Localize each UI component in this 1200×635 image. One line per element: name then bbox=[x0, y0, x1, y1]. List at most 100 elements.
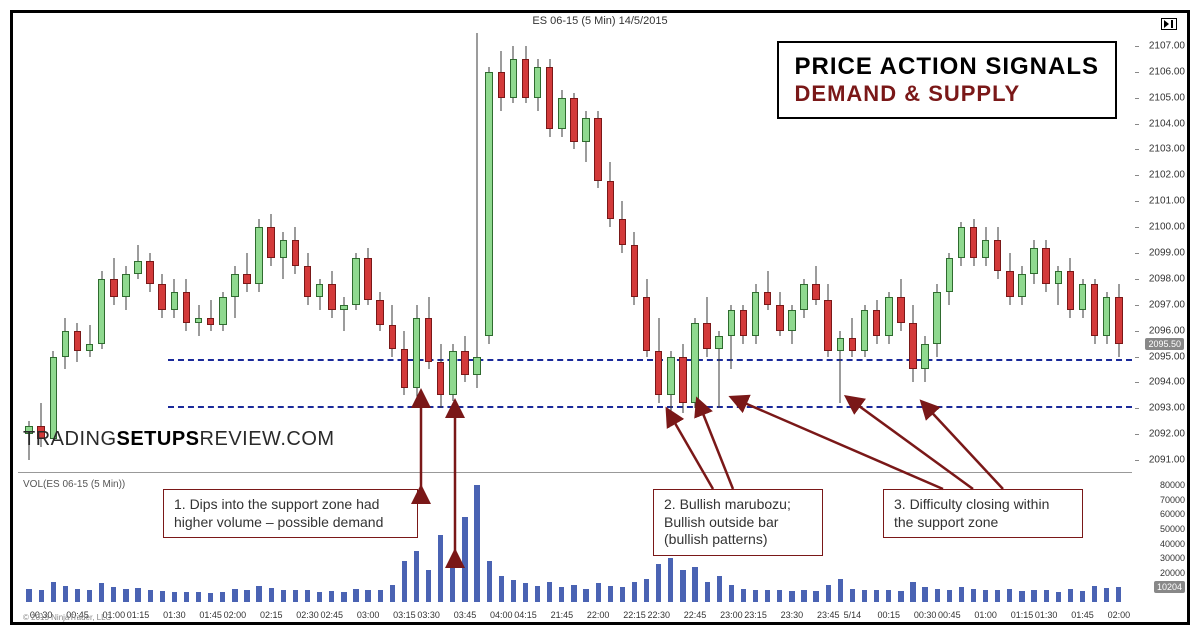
y-tick-label: 2091.00 bbox=[1149, 455, 1185, 466]
volume-bar bbox=[644, 579, 649, 602]
candle bbox=[655, 33, 663, 473]
vol-y-tick: 70000 bbox=[1160, 495, 1185, 505]
volume-y-axis: 1000020000300004000050000600007000080000… bbox=[1132, 478, 1187, 618]
candle bbox=[158, 33, 166, 473]
volume-bar bbox=[922, 587, 927, 602]
candle bbox=[643, 33, 651, 473]
volume-bar bbox=[256, 586, 261, 602]
y-tick-label: 2103.00 bbox=[1149, 144, 1185, 155]
volume-bar bbox=[1068, 589, 1073, 602]
candle bbox=[522, 33, 530, 473]
x-tick-label: 02:00 bbox=[1108, 610, 1131, 620]
volume-bar bbox=[293, 590, 298, 602]
volume-bar bbox=[995, 590, 1000, 602]
y-tick-label: 2102.00 bbox=[1149, 170, 1185, 181]
x-tick-label: 00:15 bbox=[878, 610, 901, 620]
volume-bar bbox=[559, 587, 564, 602]
volume-bar bbox=[39, 590, 44, 602]
x-tick-label: 01:00 bbox=[974, 610, 997, 620]
y-tick-label: 2100.00 bbox=[1149, 222, 1185, 233]
volume-bar bbox=[789, 591, 794, 602]
volume-bar bbox=[729, 585, 734, 603]
candle bbox=[619, 33, 627, 473]
volume-bar bbox=[51, 582, 56, 602]
x-tick-label: 22:15 bbox=[623, 610, 646, 620]
watermark-part2: SETUPS bbox=[117, 428, 200, 450]
volume-bar bbox=[680, 570, 685, 602]
watermark-part3: REVIEW.COM bbox=[200, 428, 335, 450]
volume-bar bbox=[1116, 587, 1121, 602]
volume-bar bbox=[910, 582, 915, 602]
volume-bar bbox=[462, 517, 467, 602]
volume-bar bbox=[886, 590, 891, 602]
volume-bar bbox=[838, 579, 843, 602]
candle bbox=[389, 33, 397, 473]
x-tick-label: 23:00 bbox=[720, 610, 743, 620]
volume-bar bbox=[184, 592, 189, 603]
volume-bar bbox=[329, 591, 334, 602]
y-tick-label: 2097.00 bbox=[1149, 299, 1185, 310]
volume-bar bbox=[1080, 591, 1085, 602]
candle bbox=[37, 33, 45, 473]
candle bbox=[207, 33, 215, 473]
candle bbox=[328, 33, 336, 473]
candle bbox=[267, 33, 275, 473]
volume-bar bbox=[935, 589, 940, 602]
candle bbox=[498, 33, 506, 473]
volume-bar bbox=[947, 590, 952, 602]
x-tick-label: 02:45 bbox=[321, 610, 344, 620]
volume-bar bbox=[414, 551, 419, 602]
volume-bar bbox=[523, 583, 528, 602]
volume-bar bbox=[172, 592, 177, 602]
candle bbox=[292, 33, 300, 473]
candle bbox=[546, 33, 554, 473]
annotation-box-2: 2. Bullish marubozu; Bullish outside bar… bbox=[653, 489, 823, 556]
volume-bar bbox=[632, 582, 637, 602]
title-callout-box: PRICE ACTION SIGNALS DEMAND & SUPPLY bbox=[777, 41, 1117, 119]
volume-bar bbox=[705, 582, 710, 602]
volume-bar bbox=[656, 564, 661, 602]
x-tick-label: 01:45 bbox=[1071, 610, 1094, 620]
volume-bar bbox=[1019, 591, 1024, 602]
candle bbox=[195, 33, 203, 473]
x-tick-label: 01:15 bbox=[127, 610, 150, 620]
volume-bar bbox=[123, 589, 128, 602]
candle bbox=[740, 33, 748, 473]
copyright-text: © 2015 NinjaTrader, LLC bbox=[23, 613, 111, 622]
volume-bar bbox=[402, 561, 407, 602]
volume-bar bbox=[971, 589, 976, 602]
volume-bar bbox=[438, 535, 443, 602]
volume-bar bbox=[353, 589, 358, 602]
play-forward-icon[interactable] bbox=[1161, 18, 1177, 30]
volume-bar bbox=[220, 592, 225, 602]
vol-y-tick: 60000 bbox=[1160, 509, 1185, 519]
candle bbox=[715, 33, 723, 473]
volume-bar bbox=[196, 592, 201, 602]
y-tick-label: 2096.00 bbox=[1149, 325, 1185, 336]
candle bbox=[219, 33, 227, 473]
candle bbox=[461, 33, 469, 473]
price-y-axis: 2091.002092.002093.002094.002095.002096.… bbox=[1132, 33, 1187, 473]
time-x-axis: 00:3000:4501:0001:1501:3001:4502:0002:15… bbox=[18, 606, 1132, 622]
candle bbox=[473, 33, 481, 473]
volume-bar bbox=[826, 585, 831, 603]
volume-bar bbox=[620, 587, 625, 602]
y-tick-label: 2105.00 bbox=[1149, 92, 1185, 103]
candle bbox=[594, 33, 602, 473]
candle bbox=[437, 33, 445, 473]
volume-bar bbox=[741, 589, 746, 602]
volume-bar bbox=[1007, 589, 1012, 602]
x-tick-label: 00:45 bbox=[938, 610, 961, 620]
volume-bar bbox=[269, 588, 274, 602]
volume-bar bbox=[1031, 590, 1036, 602]
volume-bar bbox=[378, 590, 383, 602]
volume-bar bbox=[365, 590, 370, 602]
volume-bar bbox=[753, 590, 758, 602]
candle bbox=[255, 33, 263, 473]
volume-bar bbox=[305, 590, 310, 602]
y-tick-label: 2101.00 bbox=[1149, 196, 1185, 207]
y-tick-label: 2107.00 bbox=[1149, 40, 1185, 51]
volume-bar bbox=[135, 588, 140, 602]
candle bbox=[376, 33, 384, 473]
candle bbox=[25, 33, 33, 473]
